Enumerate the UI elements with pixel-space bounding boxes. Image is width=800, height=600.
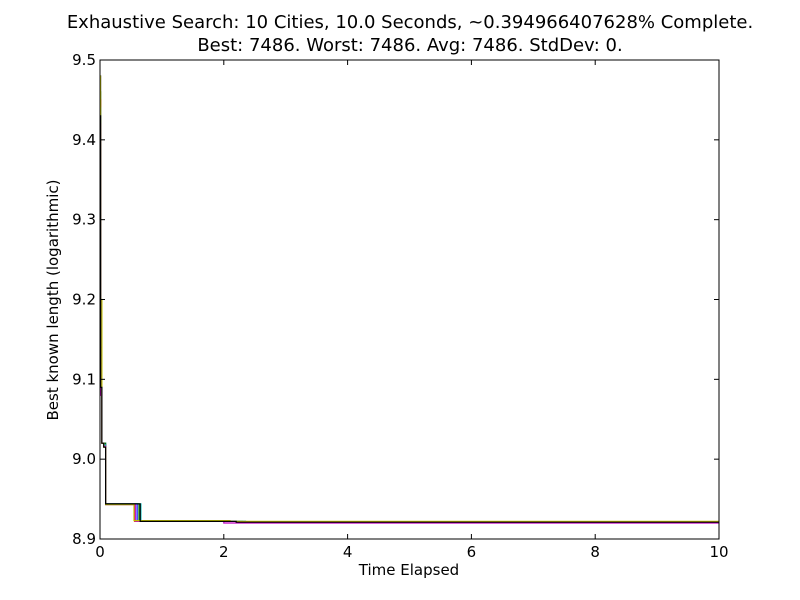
- series-line-1: [99, 75, 719, 523]
- series-line-5: [99, 123, 719, 524]
- x-tick-label: 6: [467, 543, 477, 561]
- series-line-2: [99, 91, 719, 523]
- y-tick-label: 9.4: [72, 131, 96, 149]
- x-tick-label: 2: [219, 543, 229, 561]
- x-tick-label: 4: [343, 543, 353, 561]
- y-tick-label: 8.9: [72, 530, 96, 548]
- x-tick-label: 10: [709, 543, 728, 561]
- series-line-3: [99, 99, 719, 523]
- y-axis-label: Best known length (logarithmic): [44, 179, 62, 421]
- chart-title: Exhaustive Search: 10 Cities, 10.0 Secon…: [66, 12, 754, 33]
- series-line-7: [99, 115, 719, 523]
- x-axis-label: Time Elapsed: [358, 561, 460, 579]
- x-tick-label: 0: [95, 543, 105, 561]
- y-tick-label: 9.1: [72, 370, 96, 388]
- series-line-4: [99, 107, 719, 523]
- y-tick-label: 9.3: [72, 211, 96, 229]
- y-tick-label: 9.0: [72, 450, 96, 468]
- axes-frame: [99, 59, 720, 540]
- x-tick-label: 8: [590, 543, 600, 561]
- y-tick-label: 9.5: [72, 51, 96, 69]
- series-line-6: [99, 75, 719, 523]
- y-tick-label: 9.2: [72, 291, 96, 309]
- chart-subtitle: Best: 7486. Worst: 7486. Avg: 7486. StdD…: [197, 35, 623, 56]
